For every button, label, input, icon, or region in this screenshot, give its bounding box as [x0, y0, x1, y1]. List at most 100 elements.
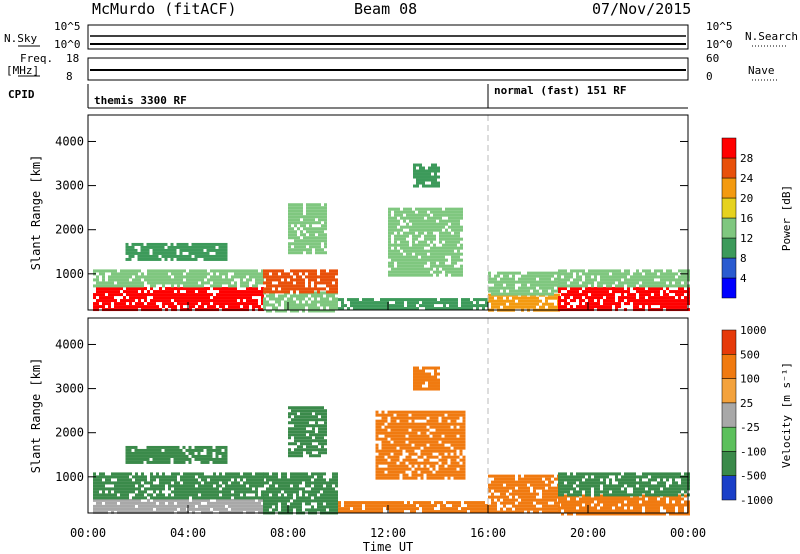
power-cell	[545, 283, 548, 287]
power-cell	[335, 297, 338, 301]
power-cell	[258, 275, 261, 279]
velocity-cell	[582, 512, 585, 516]
power-cell	[437, 169, 440, 173]
velocity-cell	[263, 481, 266, 485]
velocity-cell	[284, 505, 287, 509]
velocity-cell	[156, 472, 159, 476]
velocity-cell	[393, 419, 397, 423]
velocity-cell	[527, 498, 530, 502]
power-cell	[436, 258, 439, 262]
velocity-cell	[515, 489, 518, 493]
power-cell	[564, 272, 567, 276]
power-cell	[551, 302, 554, 306]
velocity-cell	[561, 506, 564, 510]
velocity-cell	[435, 419, 439, 423]
power-cell	[243, 305, 246, 309]
velocity-cell	[408, 434, 412, 438]
power-cell	[545, 277, 548, 281]
velocity-cell	[296, 475, 299, 479]
power-cell	[454, 252, 457, 256]
power-cell	[533, 292, 536, 296]
velocity-cell	[405, 443, 409, 447]
power-cell	[636, 275, 639, 279]
velocity-cell	[462, 473, 466, 477]
velocity-cell	[281, 493, 284, 497]
power-cell	[209, 245, 213, 249]
power-cell	[114, 290, 117, 294]
velocity-cell	[114, 496, 117, 500]
velocity-cell	[308, 496, 311, 500]
power-cell	[582, 269, 585, 273]
velocity-cell	[390, 434, 394, 438]
velocity-cell	[284, 496, 287, 500]
power-cell	[321, 251, 324, 255]
power-cell	[497, 286, 500, 290]
power-cell	[512, 280, 515, 284]
velocity-cell	[234, 493, 237, 497]
velocity-cell	[426, 476, 430, 480]
power-cell	[269, 309, 272, 313]
power-cell	[306, 248, 309, 252]
power-cell	[318, 206, 321, 210]
power-cell	[449, 304, 452, 308]
power-cell	[299, 284, 302, 288]
power-cell	[284, 278, 287, 282]
power-cell	[400, 234, 403, 238]
velocity-cell	[515, 504, 518, 508]
velocity-cell	[506, 477, 509, 481]
velocity-cell	[390, 428, 394, 432]
power-cell	[669, 299, 672, 303]
velocity-cell	[518, 507, 521, 511]
power-cell	[425, 301, 428, 305]
velocity-cell	[281, 478, 284, 482]
velocity-cell	[368, 504, 371, 508]
power-cell	[509, 289, 512, 293]
power-cell	[269, 281, 272, 285]
power-cell	[448, 231, 451, 235]
power-cell	[398, 307, 401, 311]
power-cell	[639, 275, 642, 279]
power-cell	[430, 261, 433, 265]
power-cell	[421, 264, 424, 268]
velocity-cell	[432, 413, 436, 417]
velocity-cell	[491, 492, 494, 496]
power-cell	[464, 301, 467, 305]
velocity-cell	[255, 496, 258, 500]
power-cell	[288, 236, 291, 240]
power-cell	[451, 273, 454, 277]
power-cell	[150, 305, 153, 309]
power-cell	[416, 172, 419, 176]
velocity-cell	[255, 487, 258, 491]
velocity-cell	[108, 478, 111, 482]
power-cell	[409, 255, 412, 259]
power-cell	[197, 242, 201, 246]
power-cell	[108, 278, 111, 282]
power-cell	[642, 284, 645, 288]
velocity-cell	[410, 510, 413, 514]
velocity-cell	[426, 434, 430, 438]
power-cell	[400, 228, 403, 232]
velocity-cell	[222, 487, 225, 491]
velocity-cell	[524, 504, 527, 508]
velocity-cell	[393, 425, 397, 429]
velocity-cell	[237, 472, 240, 476]
power-cell	[400, 237, 403, 241]
station-title: McMurdo (fitACF)	[92, 0, 237, 18]
power-cell	[293, 300, 296, 304]
power-cell	[192, 296, 195, 300]
power-cell	[191, 248, 195, 252]
power-cell	[600, 305, 603, 309]
power-cell	[424, 270, 427, 274]
power-cell	[585, 290, 588, 294]
power-cell	[125, 245, 129, 249]
velocity-cell	[539, 480, 542, 484]
velocity-cell	[278, 481, 281, 485]
velocity-cell	[249, 501, 252, 505]
power-cell	[397, 261, 400, 265]
power-cell	[413, 301, 416, 305]
velocity-cell	[207, 481, 210, 485]
velocity-cell	[548, 504, 551, 508]
velocity-cell	[500, 483, 503, 487]
power-cell	[436, 270, 439, 274]
